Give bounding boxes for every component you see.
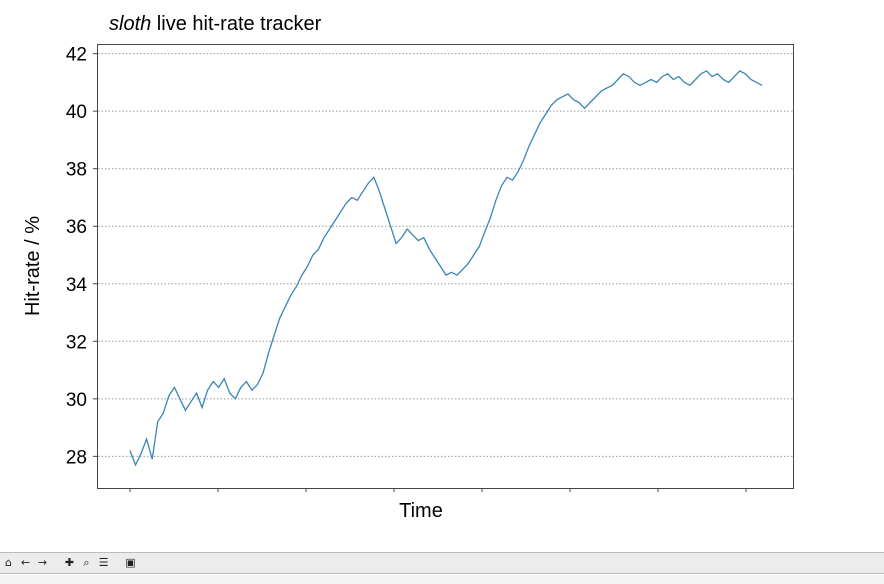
grid-lines	[98, 53, 793, 457]
pan-icon[interactable]: ✚	[64, 556, 75, 569]
navigation-toolbar: ⌂ ← → ✚ ⌕ ☰ ▣	[0, 552, 884, 574]
y-axis-label: Hit-rate / %	[22, 216, 44, 316]
chart-title: sloth live hit-rate tracker	[109, 13, 322, 35]
configure-subplots-icon[interactable]: ☰	[98, 556, 109, 569]
x-axis-label: Time	[399, 500, 443, 522]
series-line	[129, 70, 763, 467]
y-axis: 28 30 32 34 36 38 40 42	[66, 45, 98, 468]
plot-frame	[97, 44, 794, 489]
chart-title-italic: sloth	[109, 13, 151, 35]
chart: sloth live hit-rate tracker 28 30 32 34 36 38…	[22, 13, 794, 522]
y-tick-label: 36	[66, 217, 87, 238]
save-icon[interactable]: ▣	[125, 556, 136, 569]
chart-title-rest: live hit-rate tracker	[151, 13, 321, 35]
y-tick-label: 30	[66, 390, 87, 411]
x-axis	[129, 488, 747, 492]
back-arrow-icon[interactable]: ←	[20, 556, 31, 569]
y-tick-label: 28	[66, 447, 87, 468]
y-tick-label: 38	[66, 160, 87, 181]
home-icon[interactable]: ⌂	[5, 556, 12, 569]
y-tick-label: 34	[66, 275, 88, 296]
y-tick-label: 42	[66, 45, 87, 66]
forward-arrow-icon[interactable]: →	[37, 556, 48, 569]
status-bar	[0, 575, 884, 584]
y-tick-label: 40	[66, 102, 87, 123]
zoom-icon[interactable]: ⌕	[83, 556, 90, 569]
y-tick-label: 32	[66, 332, 87, 353]
